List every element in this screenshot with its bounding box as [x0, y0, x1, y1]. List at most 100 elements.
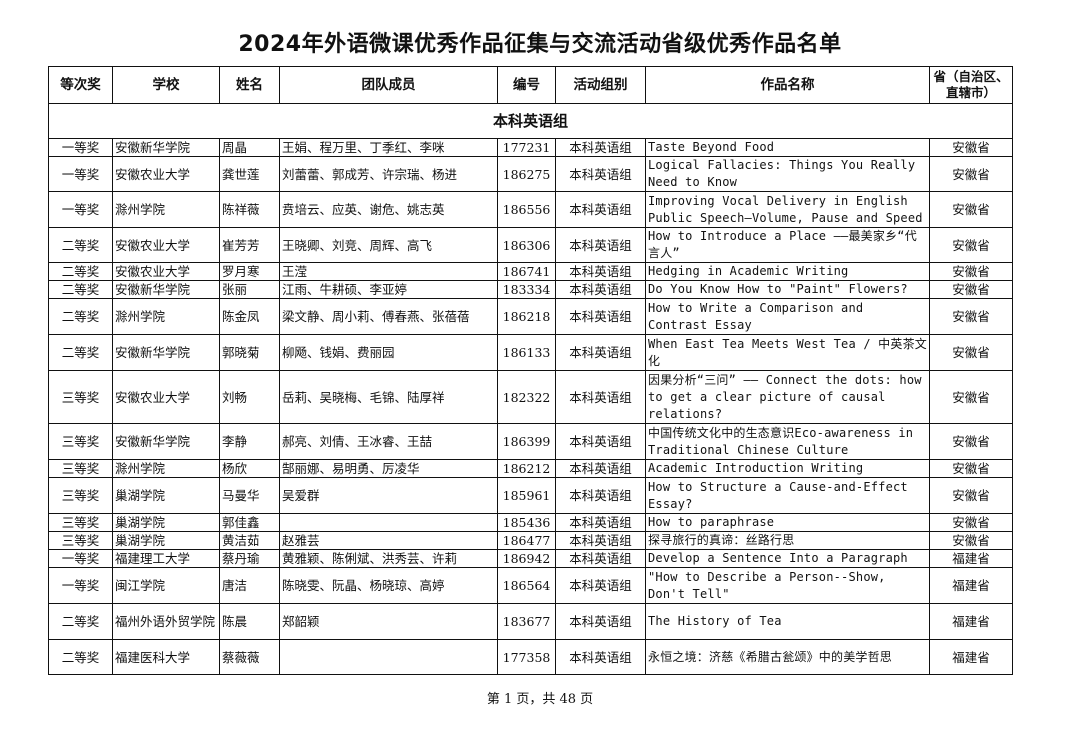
cell-name: 黄洁茹: [219, 531, 280, 550]
cell-award: 二等奖: [48, 334, 113, 371]
cell-work: Taste Beyond Food: [645, 138, 930, 157]
table-row: 二等奖 安徽农业大学 罗月寒 王滢 186741 本科英语组 Hedging in Acad…: [48, 262, 1013, 281]
cell-team: 郜丽娜、易明勇、厉凌华: [279, 459, 498, 478]
cell-school: 巢湖学院: [112, 531, 220, 550]
cell-province: 福建省: [929, 603, 1013, 640]
cell-group: 本科英语组: [555, 423, 646, 460]
cell-work: 因果分析“三问” —— Connect the dots: how to get…: [645, 370, 930, 424]
cell-school: 巢湖学院: [112, 477, 220, 514]
table-row: 三等奖 滁州学院 杨欣 郜丽娜、易明勇、厉凌华 186212 本科英语组 Academic …: [48, 459, 1013, 478]
cell-team: 梁文静、周小莉、傅春燕、张蓓蓓: [279, 298, 498, 335]
cell-group: 本科英语组: [555, 280, 646, 299]
cell-name: 陈祥薇: [219, 191, 280, 228]
cell-id: 186556: [497, 191, 556, 228]
cell-award: 一等奖: [48, 138, 113, 157]
cell-work: The History of Tea: [645, 603, 930, 640]
cell-school: 安徽农业大学: [112, 370, 220, 424]
cell-id: 186564: [497, 567, 556, 604]
cell-id: 186218: [497, 298, 556, 335]
cell-province: 安徽省: [929, 370, 1013, 424]
table-row: 二等奖 滁州学院 陈金凤 梁文静、周小莉、傅春燕、张蓓蓓 186218 本科英语组 How …: [48, 298, 1013, 335]
cell-school: 福建医科大学: [112, 639, 220, 675]
cell-school: 安徽农业大学: [112, 262, 220, 281]
cell-team: 柳飏、钱娟、费丽园: [279, 334, 498, 371]
cell-work: How to paraphrase: [645, 513, 930, 532]
cell-id: 186133: [497, 334, 556, 371]
cell-school: 安徽农业大学: [112, 156, 220, 192]
cell-work: Logical Fallacies: Things You Really Nee…: [645, 156, 930, 192]
header-group: 活动组别: [555, 66, 646, 104]
cell-name: 陈金凤: [219, 298, 280, 335]
cell-province: 安徽省: [929, 156, 1013, 192]
cell-work: When East Tea Meets West Tea / 中英茶文化: [645, 334, 930, 371]
cell-province: 安徽省: [929, 227, 1013, 263]
header-award: 等次奖: [48, 66, 113, 104]
cell-name: 罗月寒: [219, 262, 280, 281]
cell-group: 本科英语组: [555, 191, 646, 228]
cell-id: 182322: [497, 370, 556, 424]
table-row: 二等奖 安徽农业大学 崔芳芳 王晓卿、刘竞、周辉、高飞 186306 本科英语组 How t…: [48, 227, 1013, 263]
header-province: 省（自治区、直辖市）: [929, 66, 1013, 104]
cell-team: 岳莉、吴晓梅、毛锦、陆厚祥: [279, 370, 498, 424]
cell-name: 蔡薇薇: [219, 639, 280, 675]
page-footer: 第 1 页，共 48 页: [486, 692, 594, 707]
cell-id: 185436: [497, 513, 556, 532]
cell-group: 本科英语组: [555, 639, 646, 675]
cell-award: 二等奖: [48, 262, 113, 281]
cell-group: 本科英语组: [555, 567, 646, 604]
cell-school: 安徽新华学院: [112, 423, 220, 460]
cell-work: 探寻旅行的真谛：丝路行思: [645, 531, 930, 550]
cell-team: 江雨、牛耕硕、李亚婷: [279, 280, 498, 299]
cell-work: 永恒之境：济慈《希腊古瓮颂》中的美学哲思: [645, 639, 930, 675]
section-title: 本科英语组: [48, 103, 1013, 139]
cell-group: 本科英语组: [555, 603, 646, 640]
cell-award: 三等奖: [48, 370, 113, 424]
cell-province: 福建省: [929, 639, 1013, 675]
cell-school: 滁州学院: [112, 459, 220, 478]
table-row: 二等奖 安徽新华学院 郭晓菊 柳飏、钱娟、费丽园 186133 本科英语组 When Eas…: [48, 334, 1013, 371]
award-table: 等次奖 学校 姓名 团队成员 编号 活动组别 作品名称 省（自治区、直辖市） 本…: [48, 66, 1013, 675]
cell-school: 安徽新华学院: [112, 138, 220, 157]
cell-team: 王晓卿、刘竞、周辉、高飞: [279, 227, 498, 263]
cell-group: 本科英语组: [555, 156, 646, 192]
cell-province: 安徽省: [929, 477, 1013, 514]
cell-work: "How to Describe a Person--Show, Don't T…: [645, 567, 930, 604]
cell-school: 福建理工大学: [112, 549, 220, 568]
cell-team: 刘蕾蕾、郭成芳、许宗瑞、杨进: [279, 156, 498, 192]
cell-group: 本科英语组: [555, 370, 646, 424]
cell-province: 安徽省: [929, 262, 1013, 281]
cell-team: 郑韶颖: [279, 603, 498, 640]
cell-id: 186942: [497, 549, 556, 568]
cell-group: 本科英语组: [555, 531, 646, 550]
cell-name: 郭佳鑫: [219, 513, 280, 532]
cell-award: 三等奖: [48, 477, 113, 514]
cell-group: 本科英语组: [555, 334, 646, 371]
cell-name: 刘畅: [219, 370, 280, 424]
cell-id: 186399: [497, 423, 556, 460]
table-row: 二等奖 福建医科大学 蔡薇薇 177358 本科英语组 永恒之境：济慈《希腊古瓮颂》中的美…: [48, 639, 1013, 675]
cell-id: 186741: [497, 262, 556, 281]
cell-award: 三等奖: [48, 423, 113, 460]
cell-name: 蔡丹瑜: [219, 549, 280, 568]
cell-school: 闽江学院: [112, 567, 220, 604]
cell-team: 赵雅芸: [279, 531, 498, 550]
cell-team: [279, 639, 498, 675]
cell-id: 186477: [497, 531, 556, 550]
cell-team: 王娟、程万里、丁季红、李咪: [279, 138, 498, 157]
cell-id: 186275: [497, 156, 556, 192]
table-row: 三等奖 巢湖学院 马曼华 吴爱群 185961 本科英语组 How to Structure…: [48, 477, 1013, 514]
cell-id: 185961: [497, 477, 556, 514]
cell-id: 186306: [497, 227, 556, 263]
table-row: 二等奖 安徽新华学院 张丽 江雨、牛耕硕、李亚婷 183334 本科英语组 Do You K…: [48, 280, 1013, 299]
table-row: 一等奖 安徽新华学院 周晶 王娟、程万里、丁季红、李咪 177231 本科英语组 Taste…: [48, 138, 1013, 157]
cell-province: 安徽省: [929, 531, 1013, 550]
cell-school: 滁州学院: [112, 191, 220, 228]
cell-award: 一等奖: [48, 191, 113, 228]
cell-name: 崔芳芳: [219, 227, 280, 263]
cell-work: Improving Vocal Delivery in English Publ…: [645, 191, 930, 228]
cell-name: 张丽: [219, 280, 280, 299]
cell-school: 巢湖学院: [112, 513, 220, 532]
table-row: 一等奖 安徽农业大学 龚世莲 刘蕾蕾、郭成芳、许宗瑞、杨进 186275 本科英语组 Log…: [48, 156, 1013, 192]
cell-id: 177358: [497, 639, 556, 675]
cell-team: [279, 513, 498, 532]
